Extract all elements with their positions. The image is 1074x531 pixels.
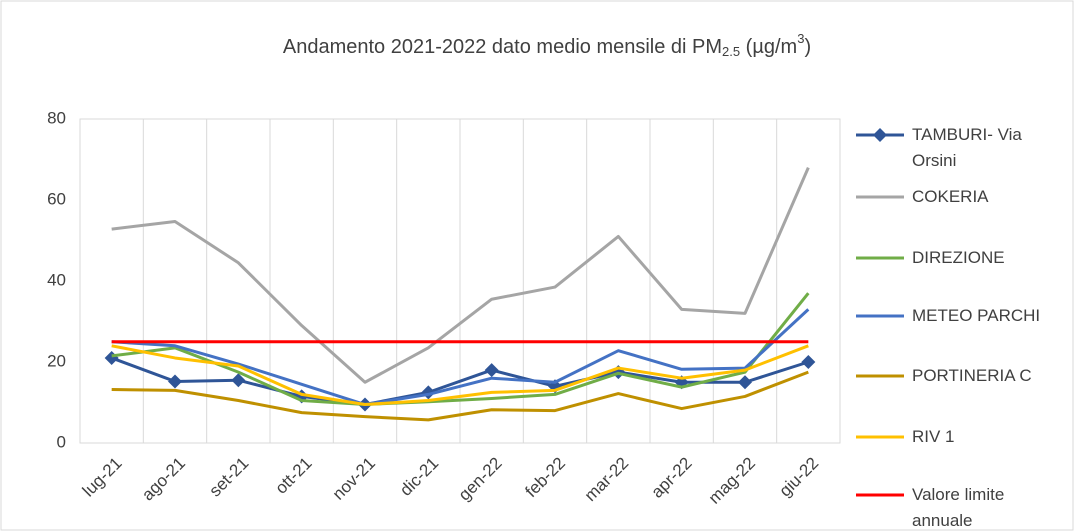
- legend-label: METEO PARCHI: [912, 306, 1041, 325]
- legend-label: Valore limite annuale: [912, 485, 1005, 530]
- title-part: ): [804, 36, 811, 58]
- marker: [168, 374, 182, 389]
- marker: [801, 355, 816, 369]
- title-part: (µg/m: [740, 36, 797, 58]
- chart-title: Andamento 2021-2022 dato medio mensile d…: [283, 31, 811, 59]
- y-tick-label: 20: [47, 351, 66, 370]
- plot-border: [79, 118, 841, 444]
- series-line: [111, 308, 810, 407]
- y-tick-label: 80: [47, 108, 66, 127]
- title-sub: 2.5: [722, 44, 740, 59]
- legend-label: RIV 1: [912, 427, 955, 446]
- legend-label: PORTINERIA C: [912, 366, 1032, 385]
- marker: [484, 363, 499, 378]
- legend-label: TAMBURI- Via Orsini: [912, 125, 1022, 170]
- y-tick-label: 40: [47, 270, 66, 289]
- series-line: [111, 356, 809, 407]
- y-tick-label: 0: [57, 432, 66, 451]
- title-part: Andamento 2021-2022 dato medio mensile d…: [283, 36, 722, 58]
- legend-marker: [873, 128, 887, 142]
- series-line: [111, 167, 810, 384]
- y-tick-label: 60: [47, 189, 66, 208]
- marker: [231, 373, 246, 388]
- series-line: [111, 344, 809, 407]
- legend-label: DIREZIONE: [912, 248, 1005, 267]
- marker: [738, 375, 752, 390]
- series-line: [111, 292, 810, 407]
- legend-label: COKERIA: [912, 187, 989, 206]
- title-sup: 3: [797, 31, 804, 46]
- series-line: [111, 370, 809, 422]
